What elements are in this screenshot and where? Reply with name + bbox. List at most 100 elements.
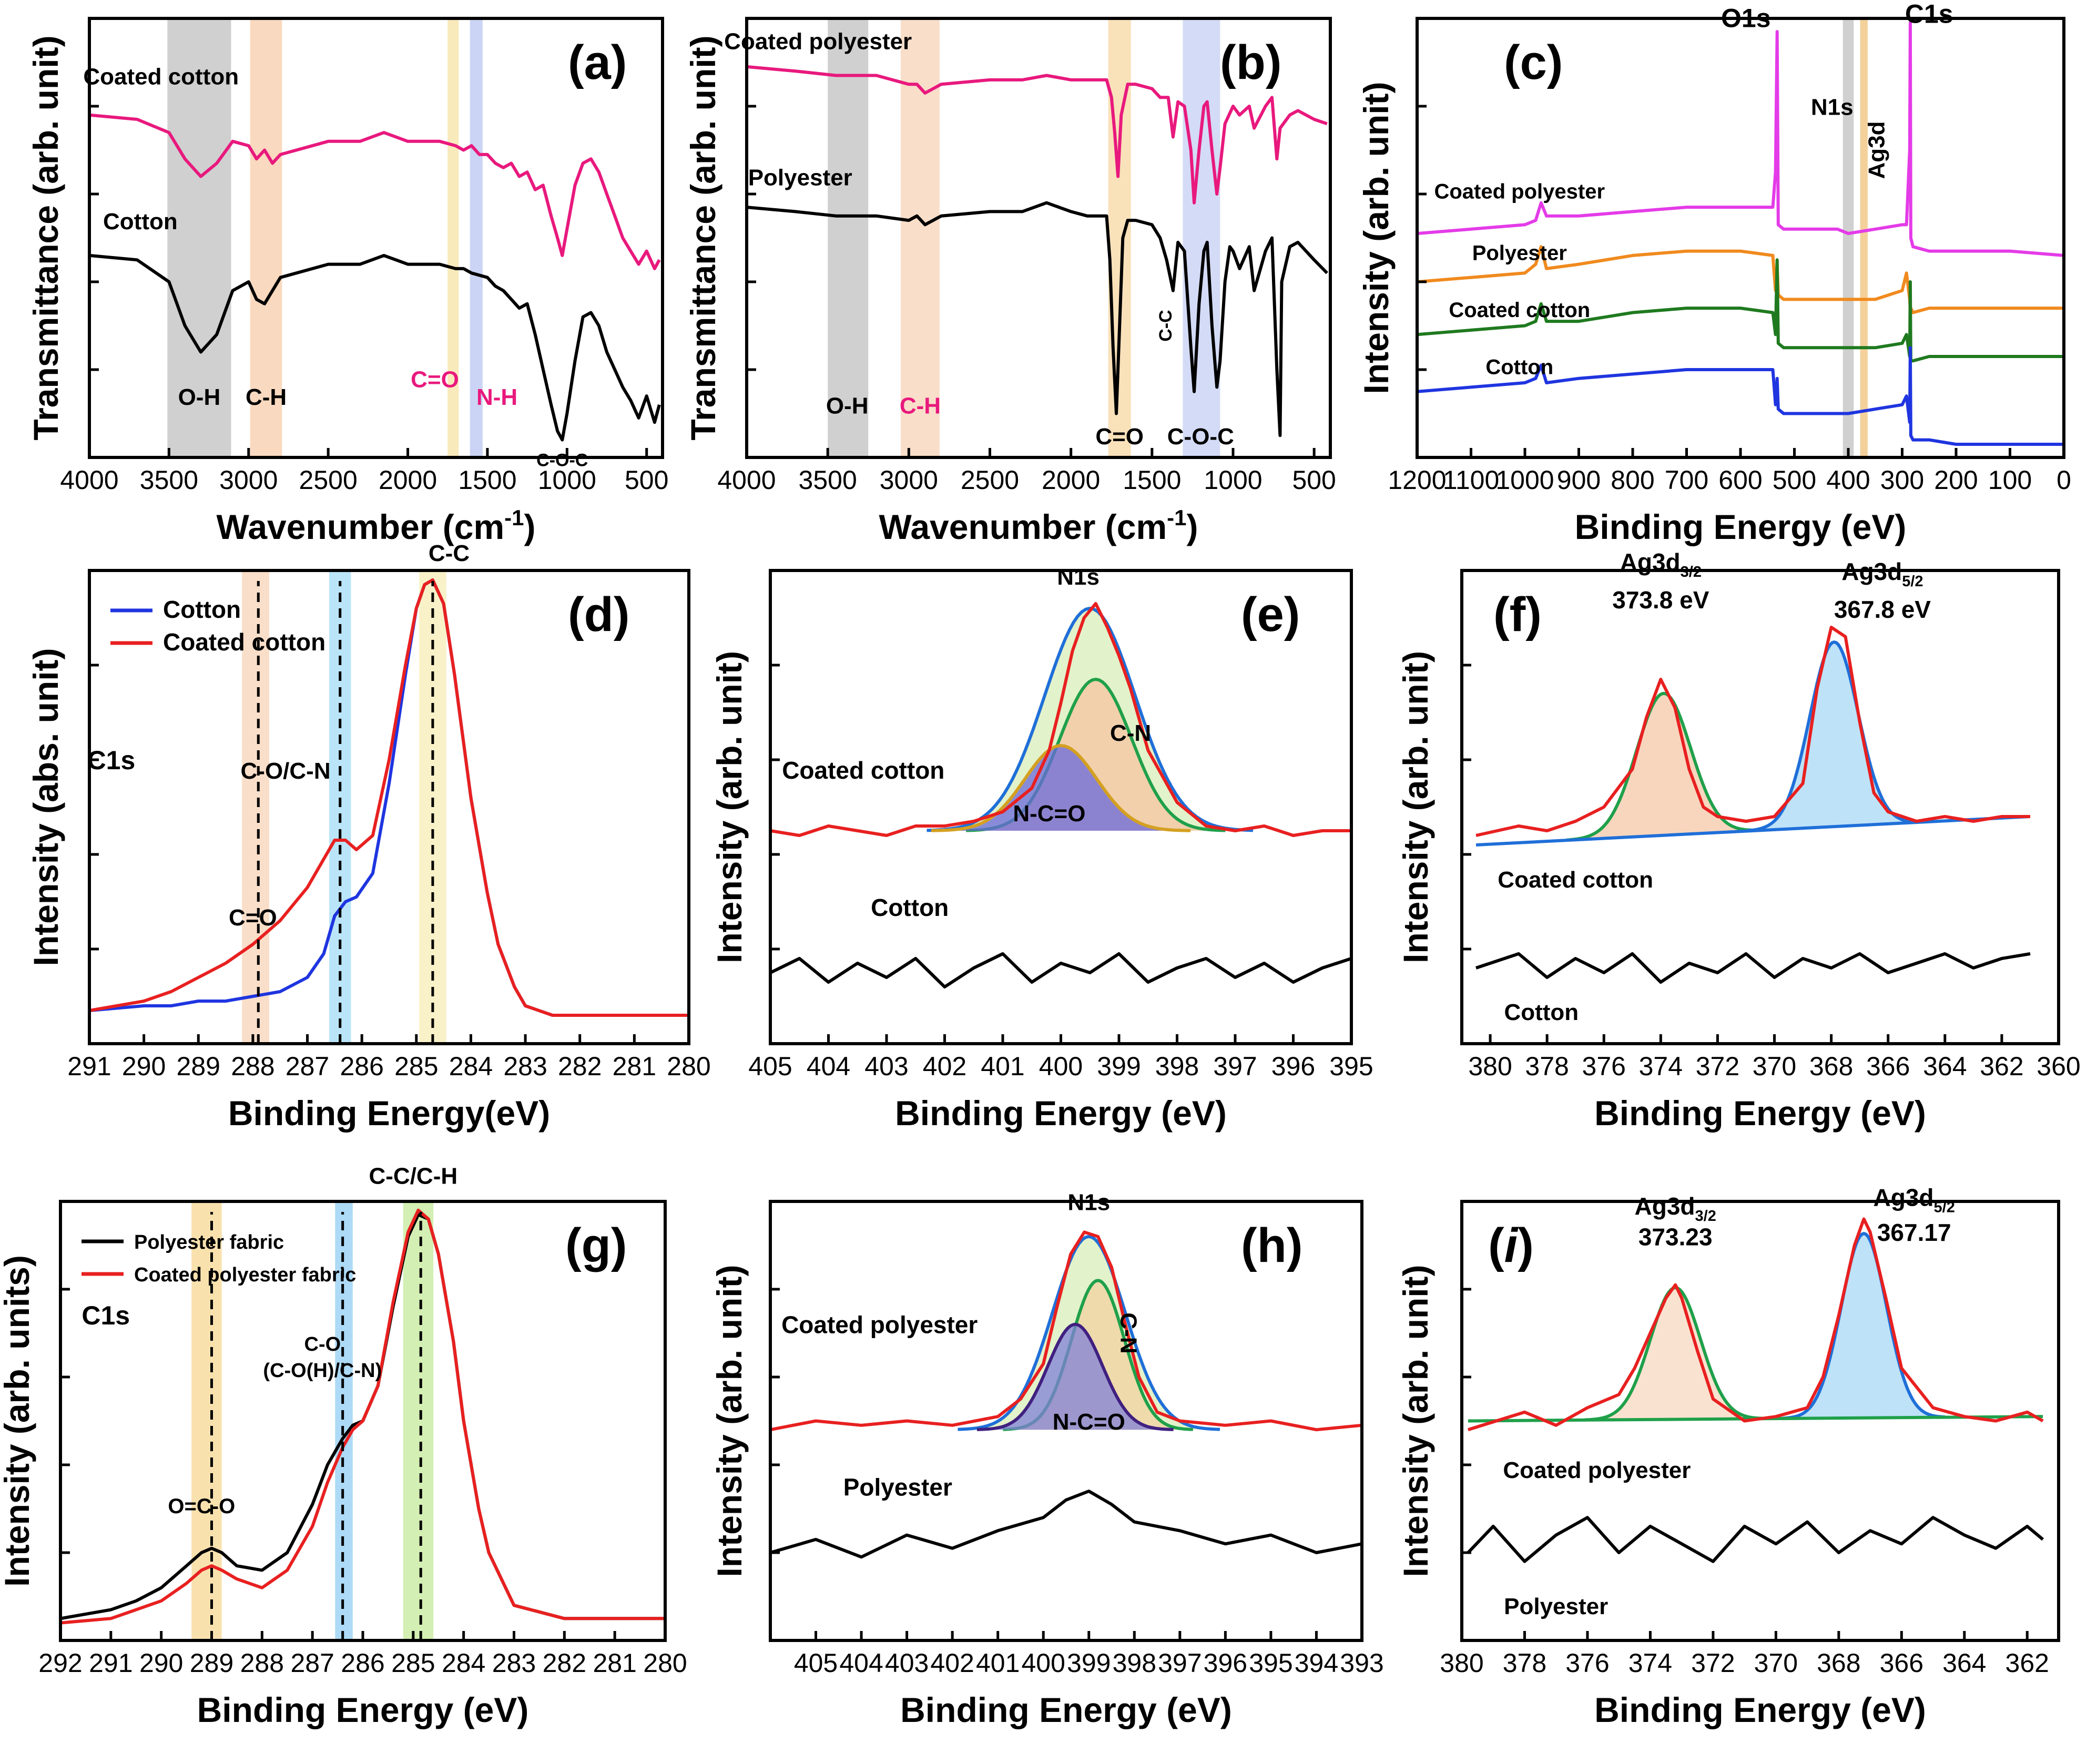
x-tick-label: 372: [1696, 1052, 1739, 1081]
x-tick-label: 368: [1809, 1052, 1853, 1081]
x-axis-title: Binding Energy (eV): [1575, 507, 1907, 546]
panel-label: (b): [1220, 36, 1281, 89]
fit-area-1: [1585, 1288, 1766, 1420]
x-tick-label: 403: [864, 1052, 908, 1081]
panel-e: 405 404 403 402 401 400 399 398 397 396 395 Binding…: [710, 564, 1373, 1133]
annotation-7: C-C: [1156, 310, 1176, 341]
x-tick-label: 1200: [1388, 465, 1446, 495]
x-tick-label: 398: [1155, 1052, 1199, 1081]
x-tick-label: 366: [1866, 1052, 1910, 1081]
fit-curve-3: [931, 743, 1191, 832]
plot-frame: [88, 569, 690, 1045]
annotation-2: C1s: [1905, 0, 1953, 28]
x-tick-label: 402: [923, 1052, 966, 1081]
annotation-1: C-C/C-H: [369, 1164, 458, 1189]
highlight-band-1: [242, 570, 269, 1044]
panel-h: 405 404 403 402 401 400 399 398 397 396 395 394 393 B…: [710, 1190, 1384, 1729]
fit-baseline: [1475, 815, 2031, 847]
x-tick-label: 395: [1329, 1052, 1373, 1081]
x-tick-label: 500: [1292, 465, 1336, 495]
series-line-2: [769, 952, 1352, 988]
fit-curve-3: [976, 1322, 1174, 1431]
y-axis-title: Intensity (arb. unit): [710, 1265, 749, 1577]
annotation-3: O-H: [826, 393, 869, 419]
annotation-3: Ag3d5/2: [1874, 1184, 1955, 1216]
x-tick-label: 3000: [880, 465, 938, 495]
plot-frame: [769, 1200, 1363, 1642]
annotation-3: O-H: [178, 384, 221, 410]
annotation-2: C-N: [1115, 1312, 1141, 1353]
x-tick-label: 283: [492, 1648, 536, 1678]
x-tick-label: 288: [240, 1648, 284, 1678]
panel-label: (e): [1241, 588, 1300, 641]
x-tick-label: 399: [1097, 1052, 1141, 1081]
x-tick-label: 280: [667, 1052, 710, 1081]
x-tick-label: 500: [1773, 465, 1816, 495]
annotation-8: Cotton: [1485, 355, 1553, 379]
x-tick-label: 362: [1980, 1052, 2023, 1081]
x-tick-label: 400: [1022, 1648, 1065, 1678]
annotation-2: Cotton: [103, 209, 178, 234]
x-tick-label: 370: [1753, 1052, 1796, 1081]
annotation-2: 373.23: [1638, 1223, 1713, 1251]
x-tick-label: 300: [1880, 465, 1924, 495]
x-tick-label: 288: [231, 1052, 274, 1081]
x-tick-label: 374: [1639, 1052, 1683, 1081]
series-line-1: [770, 1230, 1362, 1432]
annotation-6: Cotton: [1504, 1000, 1579, 1025]
annotation-3: C=O: [229, 905, 277, 931]
legend-label-1: Polyester fabric: [134, 1231, 284, 1253]
x-tick-label: 2000: [1042, 465, 1100, 495]
x-tick-label: 398: [1113, 1648, 1156, 1678]
x-tick-label: 401: [981, 1052, 1024, 1081]
x-tick-label: 600: [1718, 465, 1762, 495]
panel-label: (a): [568, 36, 627, 89]
series-line-2: [89, 578, 689, 1017]
annotation-4: C-H: [246, 384, 287, 410]
x-tick-label: 289: [190, 1648, 233, 1678]
fit-area-2: [966, 679, 1226, 831]
x-tick-label: 395: [1249, 1648, 1292, 1678]
highlight-band-1: [167, 18, 231, 457]
x-tick-label: 405: [794, 1648, 838, 1678]
x-axis-title: Wavenumber (cm-1): [216, 505, 535, 546]
x-tick-label: 0: [2057, 465, 2071, 495]
x-tick-label: 364: [1942, 1648, 1986, 1678]
y-axis-title: Intensity (arb. units): [0, 1255, 36, 1587]
x-tick-label: 404: [807, 1052, 850, 1081]
annotation-3: N-C=O: [1013, 801, 1085, 827]
panel-f: 380 378 376 374 372 370 368 366 364 362 360 Binding…: [1396, 548, 2081, 1133]
x-tick-label: 3500: [140, 465, 198, 495]
x-tick-label: 374: [1628, 1648, 1672, 1678]
x-axis-title: Binding Energy (eV): [895, 1094, 1227, 1133]
x-tick-label: 2500: [961, 465, 1019, 495]
x-tick-label: 283: [503, 1052, 547, 1081]
series-line-1: [770, 602, 1351, 837]
x-tick-label: 380: [1468, 1052, 1512, 1081]
x-axis-title: Binding Energy(eV): [228, 1094, 550, 1133]
annotation-6: Polyester: [1504, 1594, 1608, 1619]
annotation-1: O1s: [1721, 4, 1771, 33]
x-axis-title: Binding Energy (eV): [1594, 1094, 1926, 1133]
highlight-band-4: [470, 18, 483, 457]
x-tick-label: 900: [1557, 465, 1601, 495]
series-line-2: [89, 253, 661, 442]
series-line-2: [60, 1208, 665, 1625]
x-tick-label: 360: [2037, 1052, 2080, 1081]
y-axis-title: Transmittance (arb. unit): [684, 35, 722, 440]
plot-frame: [1460, 1200, 2060, 1642]
x-tick-label: 399: [1067, 1648, 1111, 1678]
annotation-2: C-O/C-N: [241, 758, 331, 784]
annotation-1: C-C: [429, 541, 470, 566]
annotation-5: Coated cotton: [1498, 867, 1653, 893]
x-tick-label: 290: [139, 1648, 183, 1678]
x-tick-label: 404: [839, 1648, 883, 1678]
x-tick-label: 372: [1691, 1648, 1735, 1678]
x-tick-label: 284: [442, 1648, 485, 1678]
annotation-5: Cotton: [871, 894, 949, 921]
x-tick-label: 376: [1582, 1052, 1626, 1081]
series-line-2: [770, 1490, 1362, 1559]
annotation-4: Ag3d: [1864, 121, 1890, 179]
highlight-band-2: [1860, 18, 1868, 457]
series-line-1: [1475, 626, 2030, 837]
